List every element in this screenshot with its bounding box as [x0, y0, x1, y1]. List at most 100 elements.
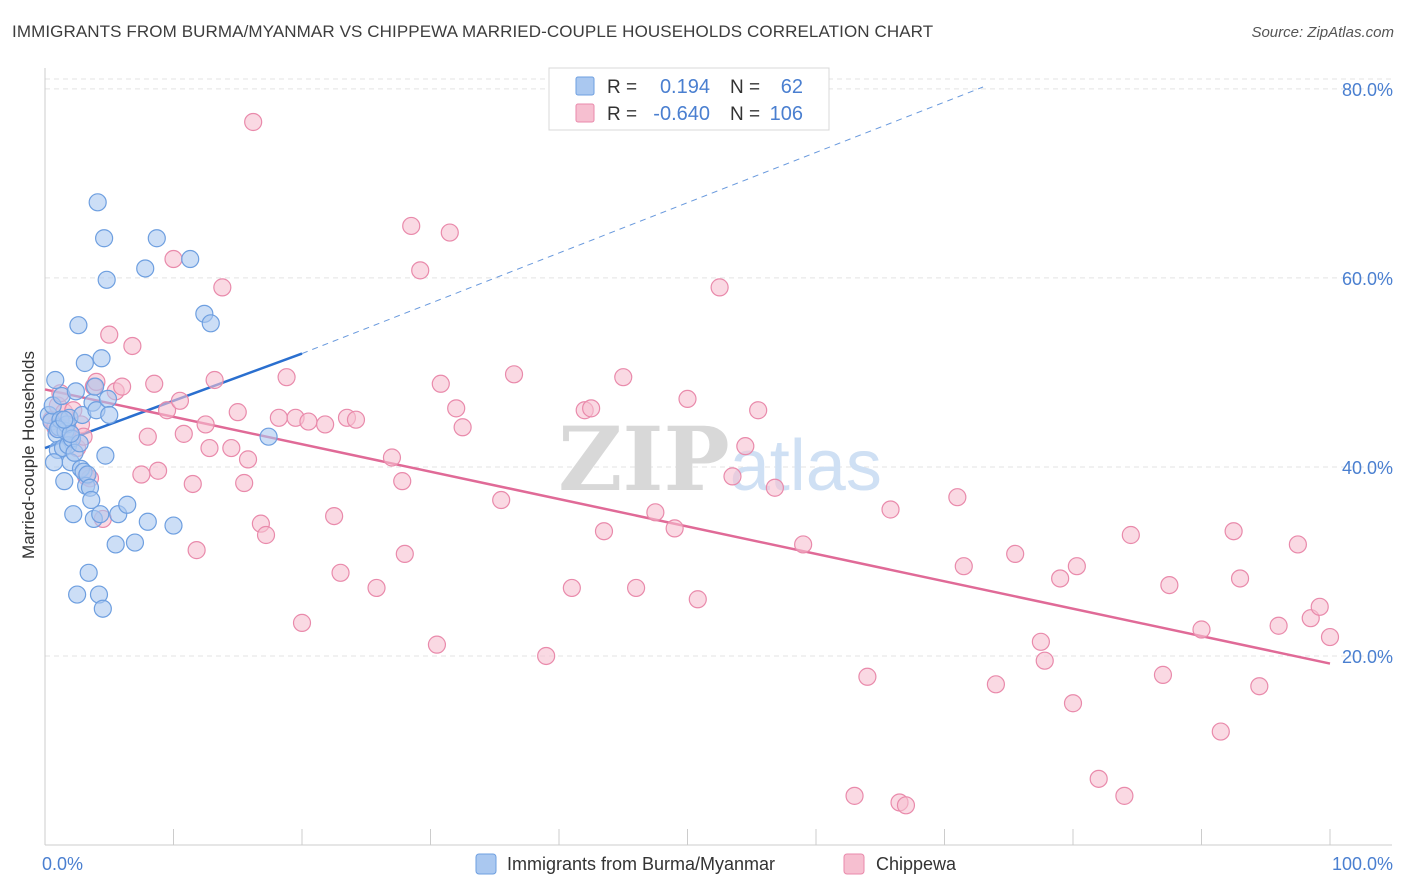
chippewa-point-65	[562, 578, 581, 598]
burma-point-39	[92, 349, 111, 368]
y-tick-label-1: 40.0%	[1342, 458, 1393, 478]
chippewa-point-100	[1192, 620, 1211, 639]
chippewa-point-92	[1051, 569, 1070, 588]
chippewa-point-32	[205, 370, 224, 390]
chippewa-point-101	[1211, 722, 1230, 741]
chippewa-point-64	[537, 646, 556, 666]
chippewa-point-30	[196, 415, 215, 434]
axes	[44, 68, 1392, 846]
chippewa-point-89	[1006, 544, 1025, 564]
watermark-zip: ZIP	[558, 407, 730, 511]
chippewa-point-56	[411, 261, 430, 280]
chippewa-point-22	[145, 374, 164, 393]
chippewa-point-28	[183, 474, 202, 494]
chippewa-point-71	[646, 503, 665, 522]
x-tick-labels: 0.0% 100.0%	[42, 854, 1393, 874]
chart-title: IMMIGRANTS FROM BURMA/MYANMAR VS CHIPPEW…	[12, 22, 934, 41]
y-tick-label-0: 20.0%	[1342, 647, 1393, 667]
chippewa-point-75	[710, 278, 729, 297]
burma-point-38	[91, 505, 110, 524]
burma-point-10	[55, 472, 74, 491]
watermark-atlas: atlas	[730, 426, 882, 506]
burma-point-43	[97, 270, 116, 289]
burma-point-41	[95, 229, 114, 248]
burma-point-51	[138, 512, 157, 531]
legend-swatch-burma	[475, 853, 497, 875]
chippewa-point-42	[277, 368, 296, 387]
burma-point-42	[96, 446, 115, 465]
chippewa-point-105	[1269, 616, 1288, 635]
watermark: ZIPatlas	[558, 407, 882, 511]
chippewa-point-53	[393, 472, 412, 491]
chippewa-point-46	[316, 415, 335, 434]
chippewa-point-59	[440, 223, 459, 242]
chippewa-point-51	[367, 578, 386, 598]
burma-point-3	[46, 370, 65, 390]
chippewa-point-58	[431, 374, 450, 393]
chippewa-point-79	[765, 478, 784, 497]
grid-lines	[45, 78, 1392, 657]
chippewa-point-88	[986, 675, 1006, 694]
chippewa-point-60	[447, 399, 466, 418]
chippewa-point-34	[222, 438, 241, 458]
chippewa-point-18	[112, 377, 132, 396]
chippewa-point-95	[1089, 769, 1108, 788]
chippewa-point-62	[492, 490, 511, 510]
stats-swatch-blue	[575, 76, 595, 96]
legend-label-burma: Immigrants from Burma/Myanmar	[507, 854, 775, 874]
chippewa-point-73	[678, 389, 697, 409]
burma-point-61	[55, 410, 74, 429]
chippewa-point-41	[269, 408, 288, 427]
chippewa-point-69	[614, 368, 633, 387]
chippewa-point-20	[132, 465, 151, 484]
chippewa-point-109	[1320, 627, 1340, 647]
chippewa-point-16	[100, 325, 119, 344]
chippewa-point-33	[213, 278, 232, 297]
chippewa-point-98	[1153, 665, 1173, 684]
chippewa-point-67	[582, 399, 601, 418]
chippewa-trend-line	[44, 388, 1331, 665]
burma-point-46	[106, 535, 125, 554]
chippewa-point-91	[1035, 651, 1054, 670]
burma-point-36	[88, 193, 107, 212]
chippewa-point-57	[427, 635, 447, 654]
burma-point-21	[69, 316, 88, 335]
chippewa-point-103	[1230, 569, 1250, 588]
chippewa-point-31	[200, 438, 219, 458]
chippewa-point-104	[1250, 677, 1269, 696]
chippewa-point-108	[1310, 597, 1329, 616]
source-credit: Source: ZipAtlas.com	[1251, 24, 1394, 41]
chippewa-point-102	[1224, 522, 1243, 541]
stats-r-label-pink: R =	[607, 104, 637, 125]
burma-point-26	[75, 353, 94, 373]
chippewa-point-29	[187, 541, 206, 560]
x-tick-label-min: 0.0%	[42, 854, 83, 874]
chippewa-point-40	[256, 525, 276, 545]
x-tick-label-max: 100.0%	[1332, 854, 1393, 874]
chippewa-point-80	[794, 535, 813, 554]
chippewa-point-97	[1121, 525, 1140, 545]
burma-point-48	[118, 495, 137, 514]
burma-point-53	[164, 516, 183, 535]
trend-lines	[44, 86, 1331, 665]
chippewa-point-26	[170, 391, 190, 410]
chippewa-point-37	[238, 450, 258, 469]
y-tick-label-2: 60.0%	[1342, 269, 1393, 289]
burma-point-17	[64, 505, 83, 524]
chippewa-point-85	[896, 796, 916, 815]
stats-n-value-pink: 106	[770, 103, 803, 125]
series-legend: Immigrants from Burma/Myanmar Chippewa	[475, 853, 957, 875]
stats-legend-box	[548, 67, 830, 131]
burma-point-50	[136, 259, 155, 278]
data-points	[39, 112, 1340, 815]
chippewa-point-86	[948, 488, 967, 507]
chippewa-point-47	[325, 506, 344, 526]
chippewa-point-99	[1160, 575, 1179, 595]
burma-point-60	[44, 453, 64, 472]
legend-label-chippewa: Chippewa	[876, 854, 957, 874]
chippewa-point-48	[331, 563, 350, 582]
burma-trend-extension	[301, 86, 984, 355]
chippewa-point-68	[594, 522, 614, 541]
chippewa-point-106	[1288, 535, 1307, 554]
